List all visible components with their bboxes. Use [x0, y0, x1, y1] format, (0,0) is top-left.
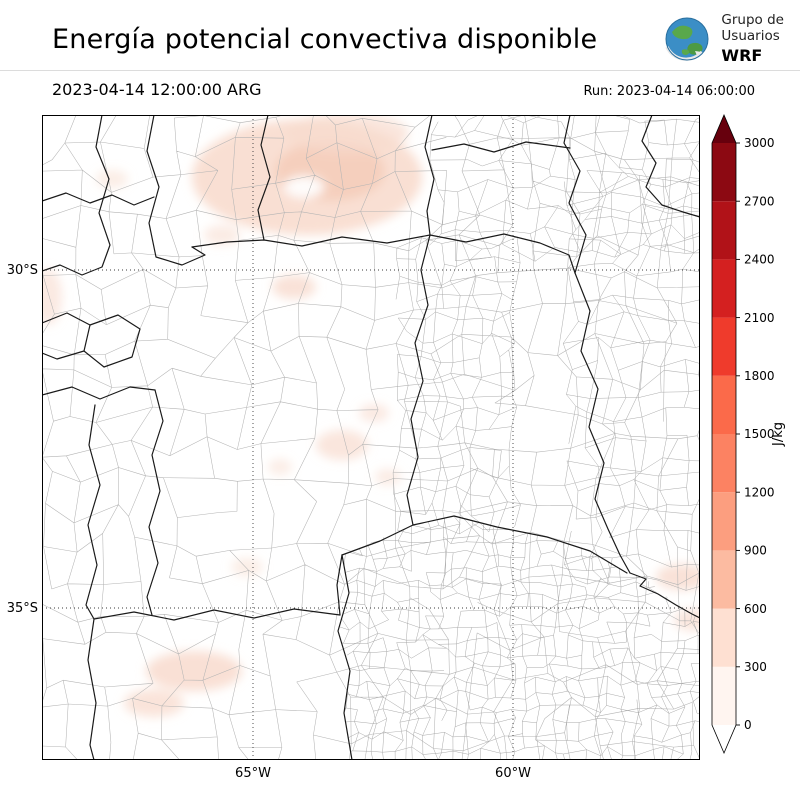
colorbar-ticks: 0 300 600 900 1200 1500 1800 2100 2400 2700 3000: [736, 136, 775, 732]
page-title: Energía potencial convectiva disponible: [52, 24, 598, 55]
globe-icon: [665, 17, 709, 61]
colorbar-segment: [712, 317, 736, 376]
colorbar-segment: [712, 201, 736, 260]
logo-text: Grupo de Usuarios WRF: [721, 12, 784, 65]
y-tick-35s: 35°S: [6, 601, 38, 616]
colorbar-segment: [712, 550, 736, 609]
run-time-label: Run: 2023-04-14 06:00:00: [583, 84, 755, 99]
header-divider: [0, 70, 800, 71]
colorbar-units-label: J/kg: [771, 422, 786, 447]
colorbar-tick-label: 0: [744, 718, 752, 732]
map-frame: [42, 115, 700, 760]
graticule: [42, 115, 700, 760]
colorbar-over-arrow: [712, 115, 736, 143]
colorbar-tick-label: 2700: [744, 194, 775, 208]
colorbar-tick-label: 2400: [744, 253, 775, 267]
colorbar-segment: [712, 492, 736, 551]
colorbar-tick-label: 1800: [744, 369, 775, 383]
colorbar-segment: [712, 259, 736, 318]
valid-time-label: 2023-04-14 12:00:00 ARG: [52, 80, 262, 99]
y-tick-30s: 30°S: [6, 263, 38, 278]
colorbar-tick-label: 900: [744, 544, 767, 558]
colorbar-tick-label: 300: [744, 660, 767, 674]
map-plot: [42, 115, 700, 760]
colorbar-under-arrow: [712, 725, 736, 753]
colorbar-tick-label: 1500: [744, 427, 775, 441]
colorbar-segment: [712, 375, 736, 434]
x-tick-65w: 65°W: [235, 766, 271, 781]
colorbar-tick-label: 600: [744, 602, 767, 616]
province-borders: [42, 115, 700, 760]
colorbar-segment: [712, 608, 736, 667]
cape-shading: [42, 115, 700, 717]
colorbar-segment: [712, 434, 736, 493]
colorbar-segment: [712, 666, 736, 725]
map-canvas: [42, 115, 700, 760]
logo-text-line1: Grupo de: [721, 12, 784, 28]
colorbar-body: [711, 113, 737, 755]
x-tick-60w: 60°W: [495, 766, 531, 781]
logo-text-line2: Usuarios: [721, 28, 780, 45]
colorbar-tick-label: 2100: [744, 311, 775, 325]
colorbar-tick-label: 1200: [744, 485, 775, 499]
colorbar: 0 300 600 900 1200 1500 1800 2100 2400 2700 3000 J/…: [711, 113, 786, 755]
logo-text-wrf: WRF: [721, 45, 763, 65]
wrf-logo: Grupo de Usuarios WRF: [662, 12, 784, 65]
colorbar-segment: [712, 143, 736, 202]
colorbar-tick-label: 3000: [744, 136, 775, 150]
